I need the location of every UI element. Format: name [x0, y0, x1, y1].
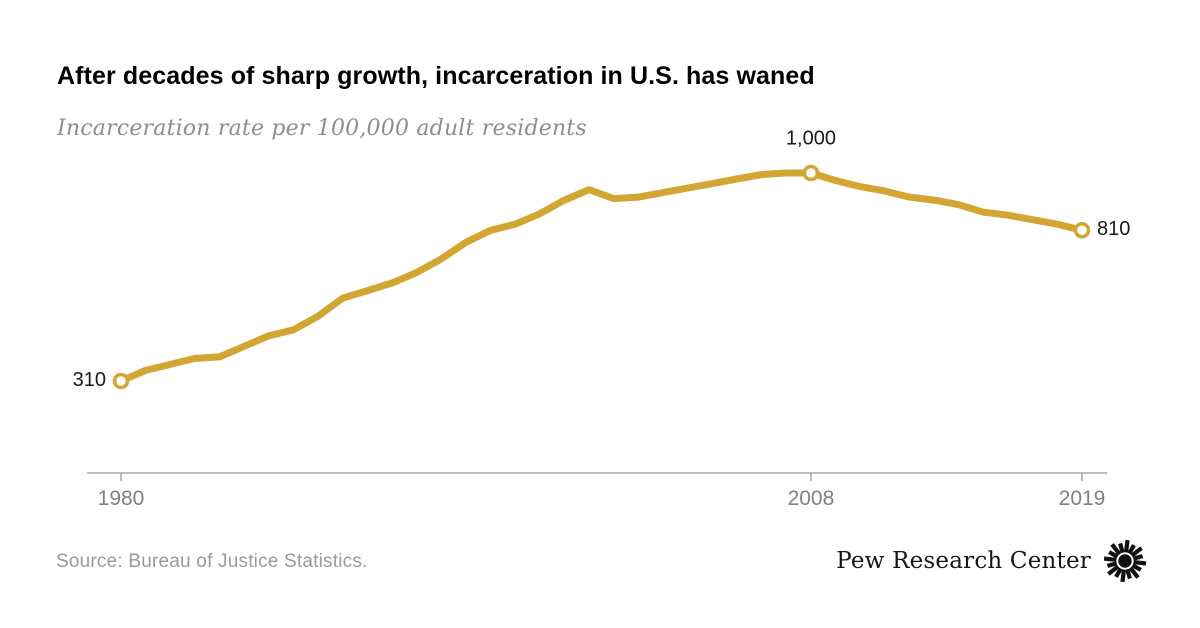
data-point-marker-2008: [802, 164, 820, 182]
chart-subtitle: Incarceration rate per 100,000 adult res…: [57, 116, 587, 141]
pew-logo-text: Pew Research Center: [836, 548, 1091, 574]
trend-line: [117, 169, 1086, 385]
source-note: Source: Bureau of Justice Statistics.: [56, 551, 368, 572]
pew-logo: Pew Research Center: [836, 538, 1148, 584]
x-axis-label-2008: 2008: [787, 487, 835, 510]
x-axis-label-1980: 1980: [97, 487, 145, 510]
data-point-marker-2019: [1073, 222, 1091, 239]
point-label-2019: 810: [1097, 218, 1131, 241]
data-point-marker-1980: [112, 372, 130, 390]
pew-sunburst-icon: [1103, 539, 1147, 583]
x-axis-label-2019: 2019: [1058, 487, 1106, 510]
point-label-1980: 310: [72, 369, 106, 391]
page-title: After decades of sharp growth, incarcera…: [57, 62, 815, 90]
point-label-2008: 1,000: [785, 127, 836, 150]
